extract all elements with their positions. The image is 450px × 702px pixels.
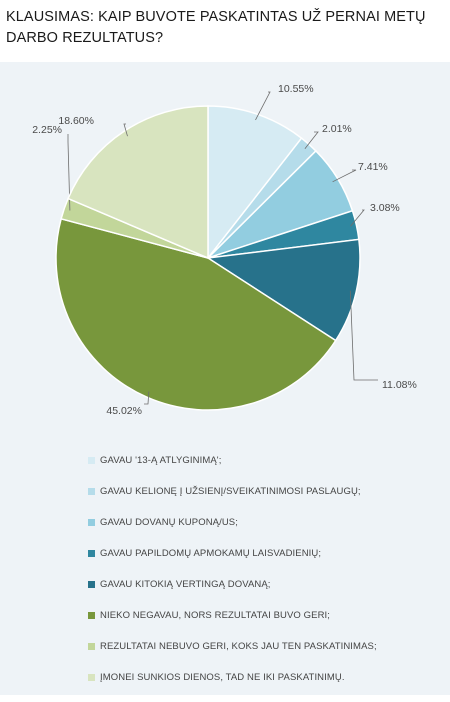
data-label: 18.60% bbox=[58, 115, 94, 127]
legend-swatch bbox=[88, 643, 95, 650]
legend-swatch bbox=[88, 612, 95, 619]
legend-label: GAVAU PAPILDOMŲ APMOKAMŲ LAISVADIENIŲ; bbox=[100, 548, 322, 559]
pie-chart: 10.55% 2.01% 7.41% 3.08% 11.08% 45.02% 2.25%18… bbox=[32, 83, 417, 417]
leader-line bbox=[350, 209, 365, 227]
legend-label: GAVAU '13-Ą ATLYGINIMĄ'; bbox=[100, 455, 222, 466]
data-label: 11.08% bbox=[382, 379, 417, 391]
legend-swatch bbox=[88, 581, 95, 588]
data-label: 2.25% bbox=[32, 124, 62, 136]
legend-label: REZULTATAI NEBUVO GERI, KOKS JAU TEN PAS… bbox=[100, 641, 377, 652]
data-label: 3.08% bbox=[370, 202, 400, 214]
legend-label: GAVAU KELIONĘ Į UŽSIENĮ/SVEIKATINIMOSI P… bbox=[100, 486, 361, 497]
chart-title: KLAUSIMAS: KAIP BUVOTE PASKATINTAS UŽ PE… bbox=[6, 9, 426, 46]
leader-line bbox=[255, 91, 271, 121]
legend-swatch bbox=[88, 519, 95, 526]
leader-line bbox=[332, 169, 357, 183]
legend-label: GAVAU DOVANŲ KUPONĄ/US; bbox=[100, 517, 238, 528]
legend-swatch bbox=[88, 674, 95, 681]
legend-swatch bbox=[88, 550, 95, 557]
data-label: 10.55% bbox=[278, 83, 314, 95]
pie-slice bbox=[207, 105, 303, 261]
leader-line bbox=[349, 290, 378, 381]
leader-line bbox=[144, 391, 150, 405]
pie-slice bbox=[67, 105, 209, 260]
pie-slice bbox=[55, 217, 337, 411]
chart-panel: 10.55% 2.01% 7.41% 3.08% 11.08% 45.02% 2.25% 18… bbox=[0, 62, 450, 695]
legend-swatch bbox=[88, 488, 95, 495]
leader-line bbox=[67, 134, 71, 211]
data-label: 7.41% bbox=[358, 161, 388, 173]
legend-swatch bbox=[88, 457, 95, 464]
legend-label: ĮMONEI SUNKIOS DIENOS, TAD NE IKI PASKAT… bbox=[100, 672, 345, 683]
pie-slice bbox=[205, 238, 361, 342]
legend-label: GAVAU KITOKIĄ VERTINGĄ DOVANĄ; bbox=[100, 579, 271, 590]
leader-line bbox=[123, 123, 128, 137]
data-label: 2.01% bbox=[322, 123, 352, 135]
legend-label: NIEKO NEGAVAU, NORS REZULTATAI BUVO GERI… bbox=[100, 610, 331, 621]
data-label: 45.02% bbox=[106, 405, 142, 417]
leader-line bbox=[304, 131, 319, 150]
